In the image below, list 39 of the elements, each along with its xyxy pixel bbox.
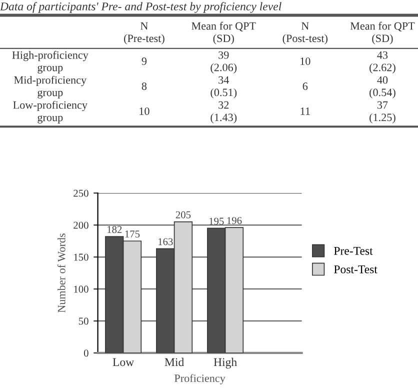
y-tick-label: 200 — [74, 222, 88, 229]
text: 39 (2.06) — [210, 51, 237, 74]
y-tick-label: 100 — [74, 286, 88, 293]
y-tick-label: 0 — [84, 350, 88, 357]
text: 8 — [142, 82, 147, 90]
category-label: N (Pre-test) — [124, 22, 164, 44]
text: Data of participants' Pre- and Post-test by proficiency level — [0, 2, 282, 13]
y-tick-label: 50 — [78, 318, 88, 325]
text: 34 (0.51) — [210, 76, 237, 98]
category-label: High-proficiency group — [12, 50, 88, 74]
category-label: N (Post-test) — [282, 22, 328, 44]
data-label: 182 — [107, 226, 122, 234]
text: 37 (1.25) — [370, 101, 396, 124]
text: 32 (1.43) — [210, 101, 237, 124]
text: 6 — [302, 82, 308, 90]
text: 43 (2.62) — [370, 51, 396, 74]
data-label: 196 — [227, 217, 242, 224]
legend-label: Post-Test — [334, 265, 378, 274]
text: 10 — [140, 107, 150, 115]
x-axis-title: Proficiency — [174, 374, 226, 384]
x-tick-label: Low — [112, 358, 134, 366]
data-label: 163 — [158, 238, 173, 246]
category-label: Mean for QPT (SD) — [192, 22, 256, 44]
category-label: Mean for QPT (SD) — [350, 22, 415, 44]
data-label: 205 — [176, 211, 191, 218]
text: 40 (0.54) — [370, 76, 396, 98]
text: 10 — [300, 57, 310, 65]
y-tick-label: 250 — [74, 190, 88, 197]
x-tick-label: High — [214, 358, 237, 369]
data-label: 195 — [209, 218, 224, 225]
text: 11 — [300, 107, 310, 115]
y-tick-label: 150 — [74, 254, 88, 261]
y-axis-title: Number of Words — [57, 234, 66, 313]
category-label: Low-proficiency group — [13, 100, 88, 124]
data-label: 175 — [125, 230, 140, 238]
category-label: Mid-proficiency group — [14, 76, 87, 99]
legend-label: Pre-Test — [334, 247, 373, 255]
text: 9 — [142, 58, 147, 65]
x-tick-label: Mid — [164, 358, 184, 366]
